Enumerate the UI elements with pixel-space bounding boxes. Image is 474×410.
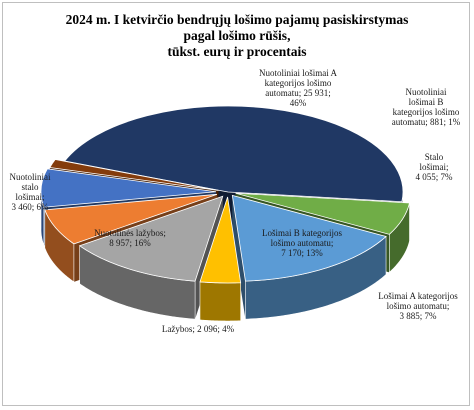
pie-slice-0 [63,105,404,203]
pie-side-5 [199,281,241,322]
pie-slice-7 [235,192,411,235]
pie-cut-6-1 [232,195,246,320]
slice-label-2: Stalo lošimai; 4 055; 7% [416,152,454,182]
pie-slice-4 [78,195,224,282]
pie-slice-1 [49,159,219,191]
slice-label-7: Nuotoliniai stalo lošimai; 3 460; 6% [10,172,51,212]
pie-slice-3 [44,193,218,245]
pie-slice-6 [231,194,387,282]
chart-title: 2024 m. I ketvirčio bendrųjų lošimo paja… [65,12,409,59]
pie-slice-5 [199,196,242,284]
slice-label-6: Nuotolinės lažybos; 8 957; 16% [94,228,166,248]
pie-slice-2 [40,168,217,208]
slice-label-4: Lošimai B kategorijos lošimo automatu; 7 1… [262,228,342,258]
slice-label-5: Lažybos; 2 096; 4% [162,324,235,334]
slice-label-3: Lošimai A kategorijos lošimo automatu; 3 8… [378,291,458,321]
